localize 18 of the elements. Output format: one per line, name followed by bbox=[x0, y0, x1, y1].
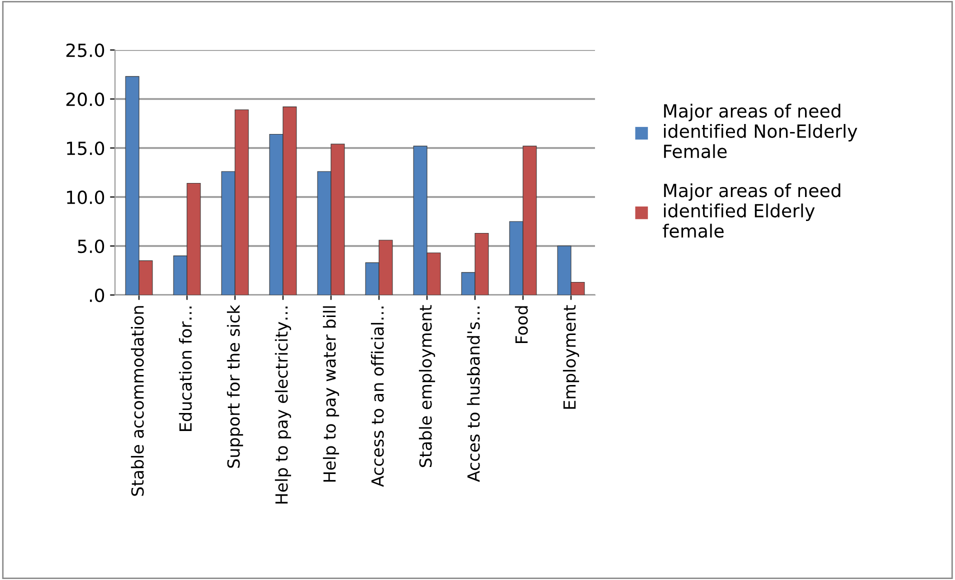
legend-label: Major areas of need identified Elderly female bbox=[662, 183, 840, 238]
x-tick-label: Education for… bbox=[178, 306, 192, 431]
x-tick-label: Food bbox=[514, 306, 528, 344]
x-tick-label: Support for the sick bbox=[226, 304, 244, 468]
x-tick-label: Help to pay electricity… bbox=[274, 306, 292, 504]
x-tick-label: Stable employment bbox=[418, 305, 436, 468]
y-tick-label: .0 bbox=[90, 288, 104, 302]
x-tick-label: Help to pay water bill bbox=[322, 306, 340, 482]
x-tick-label: Acces to husband's… bbox=[466, 306, 480, 482]
x-tick-label: Employment bbox=[562, 305, 580, 409]
y-tick-label: 5.0 bbox=[78, 239, 104, 254]
x-tick-label: Access to an official… bbox=[370, 306, 384, 487]
y-tick-label: 10.0 bbox=[67, 190, 104, 204]
y-tick-label: 15.0 bbox=[67, 141, 104, 156]
y-tick-label: 20.0 bbox=[66, 92, 104, 106]
legend-label: Major areas of need identified Non-Elderly Female bbox=[664, 104, 858, 158]
x-tick-label: Stable accommodation bbox=[130, 306, 144, 496]
y-tick-label: 25.0 bbox=[66, 43, 104, 58]
